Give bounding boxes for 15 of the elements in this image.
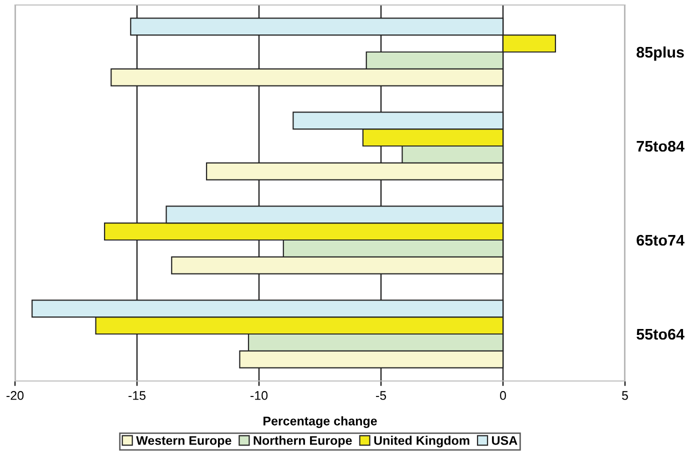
x-axis-title: Percentage change [264,416,377,428]
y-tick-label: 85plus [636,46,684,61]
legend-label: Western Europe [136,436,232,448]
y-tick-label: 75to84 [636,140,684,152]
x-tick-label: -15 [128,391,146,400]
legend-label: United Kingdom [374,436,470,448]
y-tick-label: 65to74 [636,234,684,246]
legend-label: Northern Europe [254,436,352,448]
x-tick-label: -5 [376,391,386,400]
y-tick-label: 55to64 [636,328,684,340]
x-tick-label: 0 [500,391,506,400]
legend-label: USA [492,436,518,445]
x-tick-label: 5 [622,391,628,400]
x-tick-label: -20 [6,391,24,400]
x-tick-label: -10 [250,391,268,400]
